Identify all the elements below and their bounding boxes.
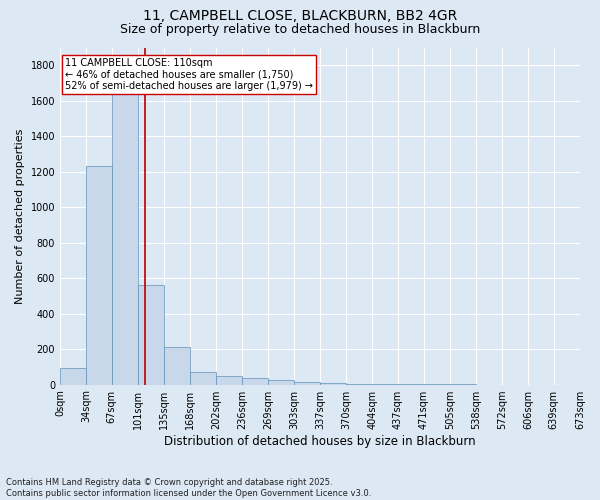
Bar [138,285,164,384]
Bar [190,372,216,384]
X-axis label: Distribution of detached houses by size in Blackburn: Distribution of detached houses by size … [164,434,476,448]
Text: Contains HM Land Registry data © Crown copyright and database right 2025.
Contai: Contains HM Land Registry data © Crown c… [6,478,371,498]
Bar [86,166,112,384]
Bar [164,348,190,385]
Bar [294,382,320,384]
Bar [242,378,268,384]
Bar [320,383,346,384]
Text: 11 CAMPBELL CLOSE: 110sqm
← 46% of detached houses are smaller (1,750)
52% of se: 11 CAMPBELL CLOSE: 110sqm ← 46% of detac… [65,58,313,91]
Text: 11, CAMPBELL CLOSE, BLACKBURN, BB2 4GR: 11, CAMPBELL CLOSE, BLACKBURN, BB2 4GR [143,9,457,23]
Y-axis label: Number of detached properties: Number of detached properties [15,128,25,304]
Bar [268,380,294,384]
Text: Size of property relative to detached houses in Blackburn: Size of property relative to detached ho… [120,22,480,36]
Bar [112,83,138,384]
Bar [216,376,242,384]
Bar [60,368,86,384]
